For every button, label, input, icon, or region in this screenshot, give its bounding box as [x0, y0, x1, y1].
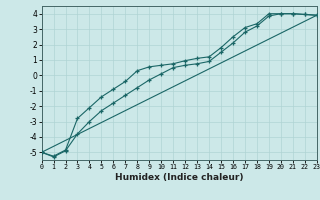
X-axis label: Humidex (Indice chaleur): Humidex (Indice chaleur): [115, 173, 244, 182]
